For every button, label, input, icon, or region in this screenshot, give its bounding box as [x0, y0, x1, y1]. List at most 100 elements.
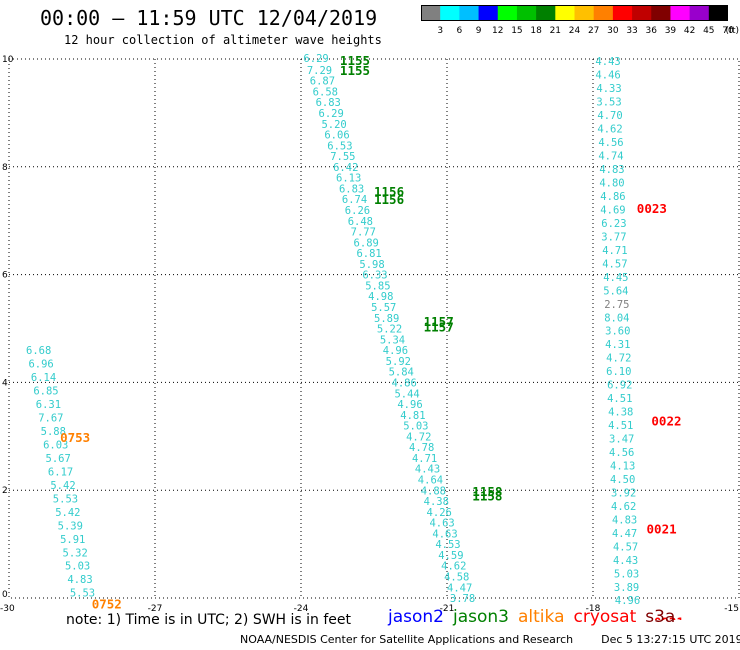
time-label: 1158: [472, 489, 502, 504]
swh-label: 5.42: [50, 480, 75, 492]
swh-label: 5.67: [46, 453, 71, 465]
swh-label: 4.83: [67, 574, 92, 586]
swh-label: 4.59: [438, 550, 463, 562]
swh-label: 4.64: [418, 474, 443, 486]
swh-label: 3.77: [601, 231, 626, 243]
legend-swatch: [459, 5, 479, 21]
swh-label: 5.34: [380, 334, 405, 346]
swh-label: 6.89: [354, 237, 379, 249]
swh-label: 5.22: [377, 324, 402, 336]
swh-label: 3.53: [596, 97, 621, 109]
swh-label: 4.72: [606, 353, 631, 365]
swh-label: 6.83: [316, 97, 341, 109]
legend-swatch: [670, 5, 691, 21]
swh-label: 4.88: [421, 485, 446, 497]
swh-label: 5.03: [65, 561, 90, 573]
swh-label: 5.88: [41, 426, 66, 438]
swh-label: 4.71: [602, 245, 627, 257]
satellite-altika: altika: [518, 607, 565, 627]
chart-subtitle: 12 hour collection of altimeter wave hei…: [64, 33, 382, 47]
swh-label: 5.53: [53, 493, 78, 505]
time-label: 1158: [472, 484, 502, 499]
swh-label: 4.56: [609, 447, 634, 459]
swh-label: 6.83: [339, 183, 364, 195]
satellite-cryosat: cryosat: [573, 607, 637, 627]
swh-label: 4.47: [612, 528, 637, 540]
time-label: 1156: [374, 192, 404, 207]
swh-label: 3.60: [605, 326, 630, 338]
swh-label: 5.91: [60, 534, 85, 546]
credit-timestamp: Dec 5 13:27:15 UTC 2019: [601, 633, 740, 646]
swh-label: 6.03: [43, 439, 68, 451]
swh-label: 8.04: [604, 312, 629, 324]
swh-label: 4.43: [613, 555, 638, 567]
swh-label: 6.14: [31, 372, 56, 384]
swh-label: 4.72: [406, 431, 431, 443]
swh-label: 6.53: [327, 140, 352, 152]
swh-label: 4.83: [612, 514, 637, 526]
swh-label: 4.96: [615, 595, 640, 607]
satellite-legend: jason2 jason3 altika cryosat s3a: [388, 607, 684, 627]
time-label: 1156: [374, 184, 404, 199]
swh-label: 4.70: [597, 110, 622, 122]
credits: NOAA/NESDIS Center for Satellite Applica…: [240, 633, 740, 646]
swh-points: 6.68 6.966.14 6.856.31 7.675.886.03 5.676.17…: [26, 53, 640, 607]
swh-label: 4.38: [608, 407, 633, 419]
swh-label: 4.45: [603, 272, 628, 284]
swh-label: 5.89: [374, 313, 399, 325]
swh-label: 6.74: [342, 194, 367, 206]
swh-label: 4.58: [444, 572, 469, 584]
swh-label: 4.63: [429, 518, 454, 530]
swh-label: 5.57: [371, 302, 396, 314]
swh-label: 5.20: [321, 119, 346, 131]
time-label: 0021: [654, 614, 684, 620]
swh-label: 4.56: [598, 137, 623, 149]
swh-label: 7.55: [330, 151, 355, 163]
legend-swatch: [708, 5, 728, 21]
y-tick-label: 8: [2, 163, 8, 173]
swh-label: 6.68: [26, 345, 51, 357]
legend-label: 45: [703, 26, 714, 35]
footer-note: note: 1) Time is in UTC; 2) SWH is in fe…: [66, 612, 352, 628]
swh-label: 4.80: [599, 178, 624, 190]
swh-label: 3.92: [611, 487, 636, 499]
time-label: 1157: [424, 314, 454, 329]
swh-label: 4.96: [397, 399, 422, 411]
time-label: 0023: [637, 201, 667, 216]
swh-label: 5.64: [603, 285, 628, 297]
legend-swatch: [593, 5, 614, 21]
swh-label: 4.51: [607, 393, 632, 405]
swh-label: 6.85: [33, 386, 58, 398]
plot-frame: [8, 58, 740, 599]
legend-swatch: [574, 5, 595, 21]
legend-label: 70: [722, 26, 734, 35]
credit-org: NOAA/NESDIS Center for Satellite Applica…: [240, 633, 574, 646]
time-label: 0021: [647, 522, 677, 537]
swh-label: 5.84: [389, 367, 414, 379]
time-label: 0752: [92, 596, 122, 611]
legend-label: 24: [569, 26, 581, 35]
y-tick-label: 10: [2, 55, 14, 65]
satellite-s3a: s3a: [645, 607, 676, 627]
swh-label: 4.86: [600, 191, 625, 203]
swh-label: 4.43: [415, 464, 440, 476]
swh-label: 5.03: [403, 421, 428, 433]
satellite-jason3: jason3: [453, 607, 509, 627]
swh-label: 6.96: [28, 359, 53, 371]
swh-label: 4.50: [610, 474, 635, 486]
legend-swatch: [689, 5, 710, 21]
swh-label: 4.53: [435, 539, 460, 551]
swh-label: 5.32: [63, 547, 88, 559]
swh-label: 4.81: [400, 410, 425, 422]
time-label: 1155: [340, 53, 370, 68]
legend-swatch: [516, 5, 537, 21]
swh-label: 6.87: [310, 76, 335, 88]
swh-label: 5.44: [394, 388, 419, 400]
swh-label: 4.51: [608, 420, 633, 432]
legend-label: 42: [684, 26, 695, 35]
swh-label: 6.31: [36, 399, 61, 411]
swh-label: 3.78: [450, 593, 475, 605]
time-label: 1157: [424, 319, 454, 334]
swh-label: 6.92: [607, 380, 632, 392]
